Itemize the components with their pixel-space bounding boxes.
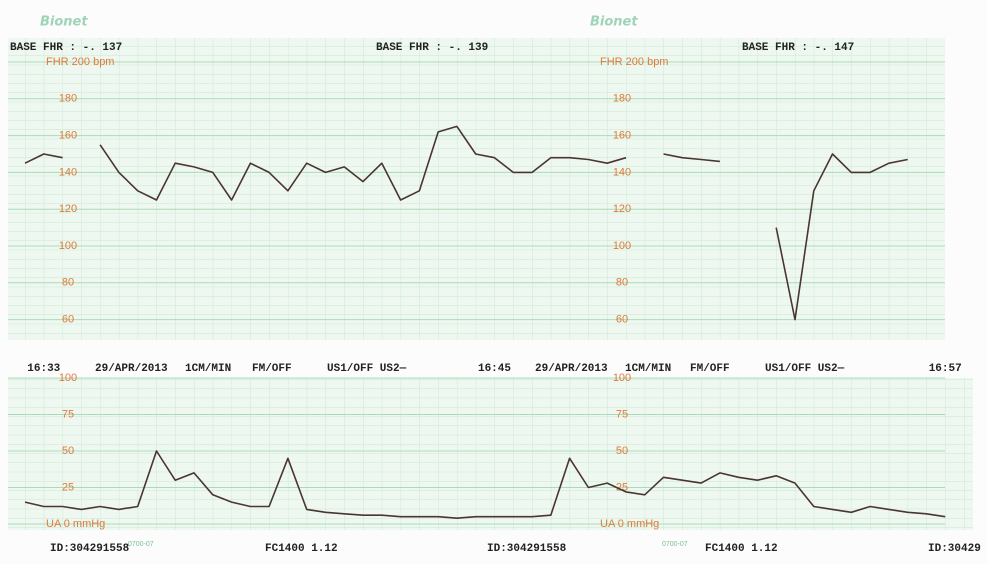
y-tick-label: 160 [59,130,77,142]
y-tick-label: 120 [613,203,631,215]
date: 29/APR/2013 [535,363,608,375]
fm: FM/OFF [690,363,730,375]
speed: 1CM/MIN [185,363,231,375]
y-tick-label: FHR 200 bpm [46,56,114,68]
y-tick-label: FHR 200 bpm [600,56,668,68]
ua-grid [8,378,973,530]
base-fhr: BASE FHR : -. 137 [10,42,122,54]
logo: Bionet [590,15,638,30]
y-tick-label: UA 0 mmHg [46,518,105,530]
y-tick-label: 50 [616,445,628,457]
y-tick-label: 80 [62,277,74,289]
y-tick-label: 75 [616,408,628,420]
base-fhr: BASE FHR : -. 147 [742,42,854,54]
id: ID:304291558 [50,543,130,555]
device: FC1400 1.12 [705,543,778,555]
time-label: 16:33 [27,363,60,375]
y-tick-label: 140 [59,166,77,178]
fm: FM/OFF [252,363,292,375]
y-tick-label: 160 [613,130,631,142]
speed: 1CM/MIN [625,363,671,375]
y-tick-label: UA 0 mmHg [600,518,659,530]
y-tick-label: 60 [616,314,628,326]
y-tick-label: 25 [62,481,74,493]
code: 0700-07 [662,541,688,548]
y-tick-label: 100 [59,372,77,384]
y-tick-label: 50 [62,445,74,457]
y-tick-label: 180 [613,93,631,105]
time-label: 16:45 [478,363,511,375]
fhr-grid [8,38,945,340]
us: US1/OFF US2— [327,363,407,375]
id: ID:30429 [928,543,981,555]
us: US1/OFF US2— [765,363,845,375]
y-tick-label: 100 [613,240,631,252]
time-label: 16:57 [929,363,962,375]
ctg-printout: Bionet Bionet BASE FHR : -. 137 BASE FHR… [0,0,987,564]
y-tick-label: 100 [59,240,77,252]
base-fhr: BASE FHR : -. 139 [376,42,488,54]
y-tick-label: 80 [616,277,628,289]
y-tick-label: 60 [62,314,74,326]
date: 29/APR/2013 [95,363,168,375]
logo: Bionet [40,15,88,30]
y-tick-label: 180 [59,93,77,105]
y-tick-label: 120 [59,203,77,215]
y-tick-label: 75 [62,408,74,420]
device: FC1400 1.12 [265,543,338,555]
id: ID:304291558 [487,543,567,555]
y-tick-label: 140 [613,166,631,178]
y-tick-label: 100 [613,372,631,384]
code: 0700-07 [128,541,154,548]
